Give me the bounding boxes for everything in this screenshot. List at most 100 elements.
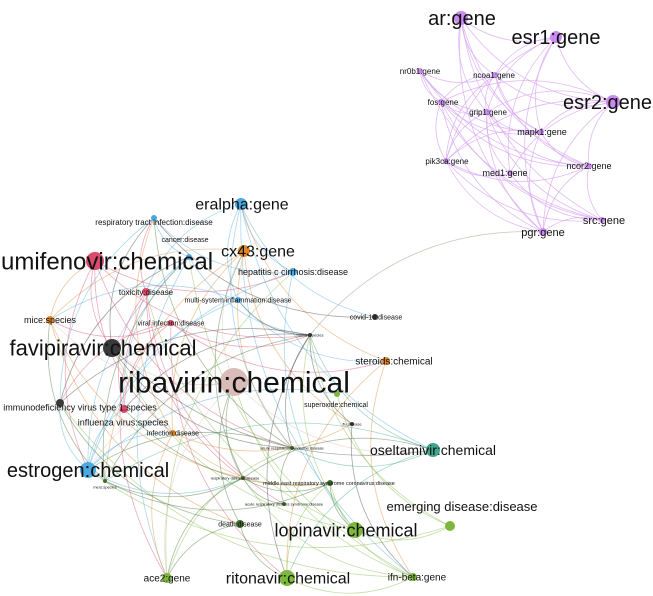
node-pik3ca[interactable]	[443, 158, 449, 164]
labels: ar:gene esr1:gene nr0b1:gene ncoa1:gene esr2…	[1, 8, 652, 588]
edge-hiv-ifnb	[59, 402, 414, 578]
node-ncor2[interactable]	[586, 163, 592, 169]
edge-mers-rd	[104, 477, 244, 498]
node-ars[interactable]	[290, 446, 294, 450]
node-med1[interactable]	[507, 170, 513, 176]
node-label-ards: acute respiratory distress syndrome:dise…	[245, 501, 324, 506]
node-fos[interactable]	[438, 99, 444, 105]
node-covid[interactable]	[372, 314, 378, 320]
edge-rti-favipiravir	[109, 217, 155, 349]
edge-cx43-ars	[237, 250, 293, 449]
node-label-mapk1: mapk1:gene	[517, 127, 567, 137]
node-oseltamivir[interactable]	[426, 443, 440, 457]
node-ncoa1[interactable]	[492, 72, 498, 78]
node-ards[interactable]	[282, 502, 286, 506]
edge-rti-infection	[135, 217, 174, 434]
node-nr0b1[interactable]	[417, 68, 423, 74]
node-cx43[interactable]	[238, 245, 250, 257]
edge-mice-rd	[49, 319, 244, 479]
node-superoxide[interactable]	[334, 391, 340, 397]
node-human[interactable]	[308, 333, 312, 337]
node-msi[interactable]	[235, 297, 241, 303]
edge-human-lopinavir	[302, 334, 356, 531]
edge-rd-ifnb	[242, 477, 414, 578]
edge-toxicity-ards	[145, 291, 285, 505]
node-estrogen[interactable]	[80, 462, 96, 478]
edge-influenza-merscov	[123, 408, 331, 486]
edge-ncoa1-fos	[440, 74, 496, 103]
node-grip1[interactable]	[484, 109, 490, 115]
node-flu[interactable]	[350, 422, 354, 426]
node-lopinavir[interactable]	[347, 522, 363, 538]
node-pgr[interactable]	[539, 228, 547, 236]
node-ifnb[interactable]	[409, 573, 417, 581]
node-merscov[interactable]	[327, 480, 333, 486]
edge-cx43-rd	[214, 250, 245, 479]
node-ace2[interactable]	[162, 573, 172, 583]
node-label-esr1: esr1:gene	[512, 27, 601, 49]
edge-rti-toxicity	[140, 217, 155, 293]
node-hiv[interactable]	[56, 399, 64, 407]
node-influenza[interactable]	[120, 405, 128, 413]
edge-esr2-grip1	[486, 90, 614, 113]
node-label-death: death:disease	[218, 521, 262, 528]
node-emerging[interactable]	[445, 521, 455, 531]
node-mapk1[interactable]	[538, 129, 544, 135]
edge-toxicity-ace2	[119, 291, 168, 579]
node-steroids[interactable]	[382, 357, 390, 365]
edge-human-ritonavir	[266, 334, 311, 579]
edge-rd-ards	[242, 477, 285, 505]
node-eralpha[interactable]	[235, 198, 247, 210]
edge-cancer-mers	[102, 256, 190, 482]
node-rti[interactable]	[151, 215, 157, 221]
node-toxicity[interactable]	[142, 288, 150, 296]
node-rd[interactable]	[241, 476, 245, 480]
edge-cancer-ifnb	[188, 256, 414, 578]
edge-viral-human	[170, 322, 311, 348]
edge-viral-ritonavir	[170, 322, 288, 579]
node-death[interactable]	[236, 520, 244, 528]
edge-infection-merscov	[172, 432, 331, 486]
edge-esr1-mapk1	[535, 36, 557, 133]
node-esr1[interactable]	[550, 31, 562, 43]
edge-grip1-pik3ca	[445, 111, 488, 162]
node-ar[interactable]	[454, 11, 468, 25]
edge-cx43-mice	[49, 248, 245, 321]
node-esr2[interactable]	[606, 95, 620, 109]
node-label-eralpha: eralpha:gene	[195, 197, 289, 214]
node-ritonavir[interactable]	[279, 570, 295, 586]
edge-mice-death	[49, 319, 241, 525]
node-favipiravir[interactable]	[103, 339, 121, 357]
edge-flu-ifnb	[350, 423, 414, 578]
node-viral[interactable]	[168, 320, 174, 326]
edge-cancer-ace2	[136, 256, 190, 579]
node-umifenovir[interactable]	[86, 252, 104, 270]
edge-cx43-mers	[104, 250, 245, 482]
edge-favipiravir-ars	[111, 347, 293, 449]
node-label-ritonavir: ritonavir:chemical	[226, 571, 350, 588]
node-cancer[interactable]	[186, 254, 192, 260]
node-hcc[interactable]	[289, 268, 297, 276]
edge-hcc-estrogen	[87, 271, 294, 471]
node-label-hiv: immunodeficiency virus type 1:species	[3, 403, 157, 413]
edge-ars-estrogen	[87, 431, 293, 471]
edge-human-mers	[104, 334, 311, 482]
edge-viral-influenza	[123, 322, 172, 410]
node-src[interactable]	[599, 217, 605, 223]
node-ribavirin[interactable]	[220, 368, 248, 396]
node-label-ncor2: ncor2:gene	[566, 161, 611, 171]
edge-superoxide-estrogen	[87, 388, 338, 471]
edge-nr0b1-src	[419, 70, 603, 221]
edge-mapk1-pik3ca	[445, 129, 542, 162]
node-label-oseltamivir: oseltamivir:chemical	[370, 442, 496, 458]
edge-umifenovir-human	[94, 260, 311, 338]
edge-rd-ace2	[166, 477, 244, 579]
node-mice[interactable]	[46, 316, 54, 324]
node-mers[interactable]	[103, 479, 107, 483]
node-infection[interactable]	[170, 430, 176, 436]
node-label-ncoa1: ncoa1:gene	[473, 71, 515, 80]
node-label-grip1: grip1:gene	[469, 108, 507, 117]
edge-ncoa1-mapk1	[494, 74, 542, 133]
node-label-flu: flu:disease	[342, 421, 362, 426]
